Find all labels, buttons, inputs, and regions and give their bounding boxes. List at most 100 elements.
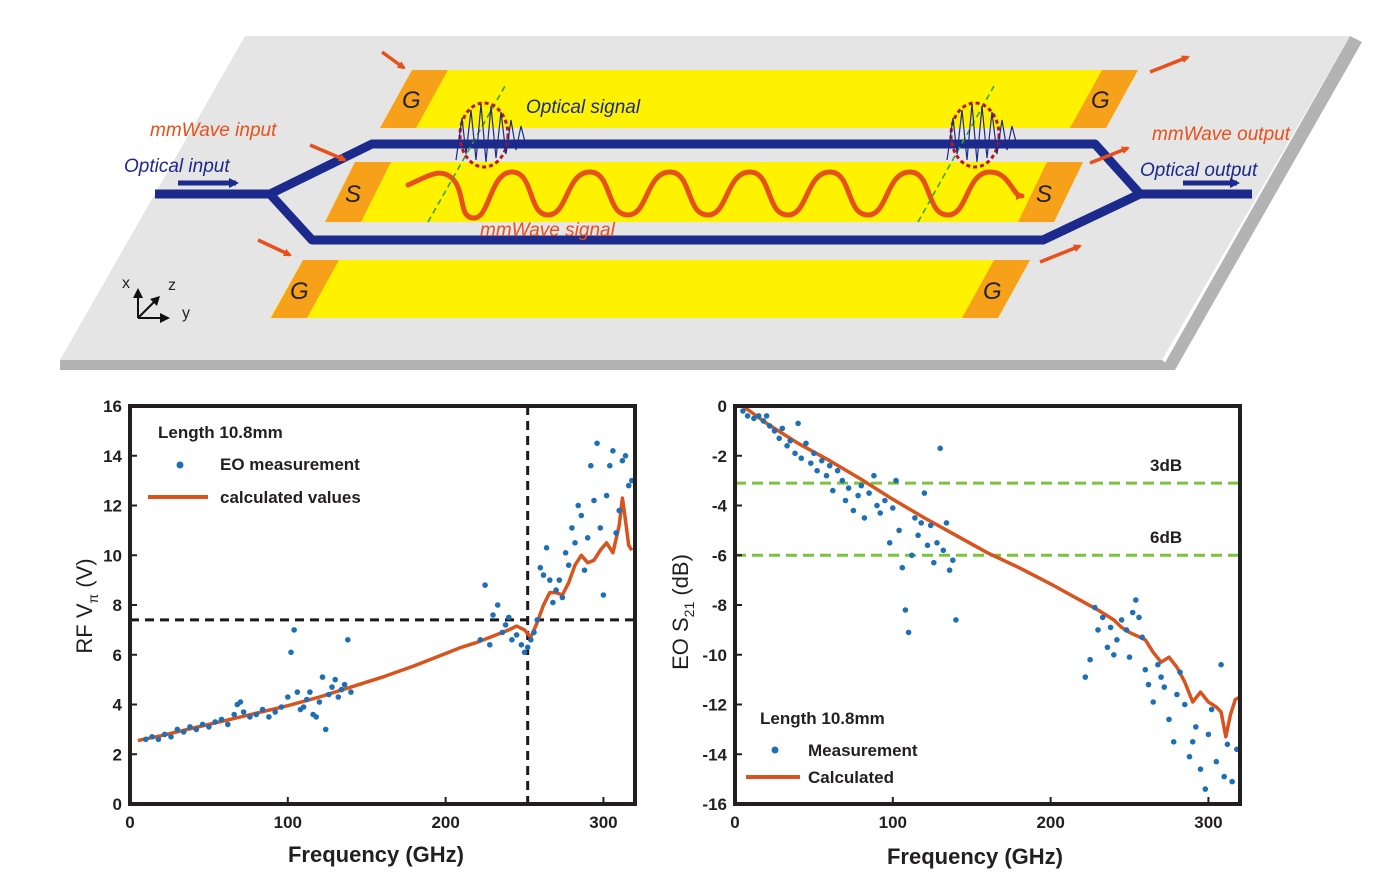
chart-right-point <box>1213 758 1220 765</box>
chart-left-point <box>319 674 326 680</box>
chart-left-point <box>168 734 174 740</box>
chart-right-point <box>899 564 906 571</box>
chart-right-xtick-label: 300 <box>1194 813 1222 832</box>
chart-left-point <box>345 637 351 643</box>
chart-left-point <box>575 502 581 509</box>
label-optical-output: Optical output <box>1140 160 1258 181</box>
axis-label-y: y <box>182 305 190 322</box>
chart-right-point <box>912 515 918 521</box>
chart-left-point <box>278 704 285 710</box>
chart-left-y-title: RF Vπ (V) <box>72 558 101 653</box>
chart-right-point <box>931 559 937 566</box>
chart-right-point <box>850 507 857 514</box>
chart-right-xtick-label: 0 <box>730 813 739 832</box>
coordinate-axes: x z y <box>122 275 190 323</box>
chart-right-ytick-label: -2 <box>712 447 727 466</box>
chart-right-point <box>1114 637 1120 643</box>
chart-right-legend-marker-measurement <box>771 746 779 754</box>
chart-right-measurement-points <box>740 408 1240 792</box>
label-mmwave-signal: mmWave signal <box>480 220 616 241</box>
chart-right-point <box>771 428 778 434</box>
chart-left-point <box>272 709 279 715</box>
chart-left-point <box>543 545 550 551</box>
chart-right-point <box>1170 739 1177 745</box>
chart-left-point <box>247 714 253 720</box>
chart-right-point <box>921 490 928 496</box>
chart-right-point <box>763 413 770 419</box>
chart-left-point <box>300 704 307 710</box>
chart-right-point <box>755 413 762 419</box>
chart-left-point <box>625 482 632 489</box>
ground-electrode-top <box>380 70 1138 128</box>
chart-right-point <box>740 408 746 414</box>
chart-left-ytick-label: 2 <box>113 745 122 764</box>
chart-right-point <box>1104 644 1111 651</box>
chart-right-point <box>814 467 820 474</box>
chart-right-annotation: Length 10.8mm <box>760 709 885 728</box>
chart-right-point <box>886 540 893 546</box>
chart-right-point <box>1205 731 1212 738</box>
pad-g-bottom-left <box>271 260 339 318</box>
chart-left-point <box>502 622 509 628</box>
chart-left-point <box>487 642 493 648</box>
chart-left-point <box>556 577 563 583</box>
chart-left-point <box>588 462 594 469</box>
chart-left-point <box>578 512 585 519</box>
chart-left-point <box>540 572 547 578</box>
phase-guide-left <box>427 85 506 223</box>
chart-left-point <box>610 448 616 454</box>
chart-right-point <box>1099 614 1106 621</box>
chart-left-point <box>531 629 537 636</box>
chart-right-point <box>1174 691 1180 698</box>
chart-right-point <box>937 445 943 452</box>
chart-left-ticks: 0 100 200 300 0 2 4 6 8 10 12 14 16 <box>103 397 618 832</box>
chart-right-point <box>1197 766 1204 772</box>
chart-left-point <box>161 731 168 738</box>
chart-left-xtick-label: 100 <box>274 813 302 832</box>
chart-left-point <box>338 686 345 693</box>
chart-left-point <box>562 550 569 556</box>
chart-left-legend-marker-measurement <box>176 461 184 469</box>
arrow-out-top <box>1149 55 1190 74</box>
label-mmwave-output: mmWave output <box>1152 124 1291 145</box>
chart-left-point <box>524 644 531 651</box>
chart-right-point <box>823 472 830 479</box>
chart-left-point <box>499 629 506 636</box>
chart-left-point <box>225 721 231 728</box>
chart-right-point <box>819 457 825 464</box>
chart-left-point <box>518 642 525 648</box>
chart-right-point <box>1087 656 1093 663</box>
chart-right-ytick-label: -8 <box>712 596 727 615</box>
chart-left-point <box>521 649 528 656</box>
chart-right-ytick-label: -6 <box>712 546 727 565</box>
chart-right-point <box>1111 652 1117 658</box>
chart-left-point <box>313 714 320 720</box>
chart-left-point <box>285 694 291 700</box>
chart-right-point <box>1150 699 1156 705</box>
chart-left-point <box>565 562 572 568</box>
chart-left-point <box>335 694 342 700</box>
chart-right-point <box>877 510 883 516</box>
chart-left-point <box>294 689 301 695</box>
chart-left-point <box>231 711 237 718</box>
label-s-left: S <box>345 181 361 208</box>
chart-left-legend-calculated: calculated values <box>220 488 361 507</box>
chart-right-point <box>953 617 959 623</box>
chart-left-point <box>322 726 329 733</box>
chart-right-point <box>792 450 798 457</box>
chart-right-point <box>1129 609 1136 616</box>
chart-right-ref-label-6db: 6dB <box>1150 528 1182 547</box>
chart-left-ytick-label: 16 <box>103 397 122 416</box>
chart-left-point <box>206 724 212 730</box>
chart-right-point <box>943 520 950 526</box>
chart-right-point <box>905 629 912 636</box>
chart-right-point <box>811 450 817 457</box>
chart-right-point <box>861 515 868 521</box>
chart-left-point <box>584 535 591 541</box>
chart-right-point <box>915 532 921 539</box>
arrow-out-bottom <box>1039 244 1082 264</box>
chart-right-point <box>779 425 786 432</box>
chart-right-point <box>1177 669 1183 675</box>
chart-right-point <box>940 547 947 554</box>
